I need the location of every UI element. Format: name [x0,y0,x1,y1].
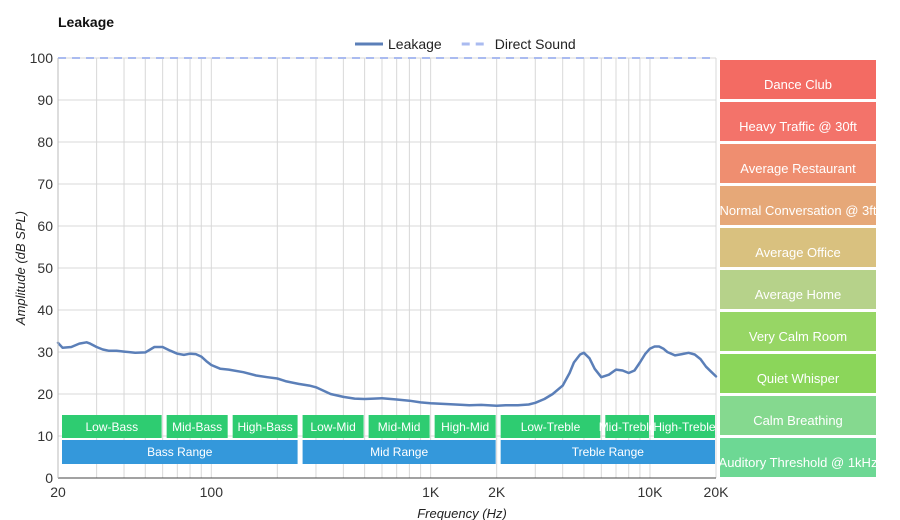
range-bass-range [62,440,298,464]
band-label: Low-Bass [85,420,138,434]
y-tick-label: 30 [37,344,53,360]
band-high-treble [653,415,715,438]
y-tick-label: 40 [37,302,53,318]
noise-level-box [720,186,876,225]
noise-level-box [720,102,876,141]
range-label: Mid Range [370,445,428,459]
y-tick-label: 0 [45,470,53,486]
band-mid-mid [368,415,430,438]
y-tick-label: 50 [37,260,53,276]
noise-level-box [720,396,876,435]
x-tick-label: 100 [200,484,224,500]
band-label: Mid-Mid [378,420,421,434]
noise-level-box [720,312,876,351]
noise-level-label: Calm Breathing [753,413,843,428]
noise-level-box [720,228,876,267]
noise-level-label: Quiet Whisper [757,371,840,386]
y-tick-label: 70 [37,176,53,192]
legend: Leakage Direct Sound [355,36,576,52]
band-low-treble [500,415,601,438]
noise-level-column: Dance Club Heavy Traffic @ 30ft Average Re… [719,60,878,477]
band-low-bass [62,415,162,438]
x-tick-label: 10K [638,484,664,500]
x-tick-label: 2K [488,484,506,500]
x-tick-label: 20 [50,484,66,500]
series-layer [56,57,718,408]
noise-level-label: Average Office [755,245,841,260]
band-label: Low-Treble [521,420,581,434]
band-label: Low-Mid [310,420,355,434]
y-tick-label: 90 [37,92,53,108]
noise-level-box [720,354,876,393]
range-label: Treble Range [572,445,645,459]
noise-level-label: Auditory Threshold @ 1kHz [719,455,878,470]
noise-level-label: Average Restaurant [740,161,856,176]
x-axis-label: Frequency (Hz) [417,506,507,520]
legend-label: Leakage [388,36,442,52]
band-label: High-Treble [653,420,716,434]
band-label: Mid-Treble [599,420,656,434]
noise-level-box [720,438,876,477]
noise-level-label: Dance Club [764,77,832,92]
noise-level-box [720,144,876,183]
y-tick-label: 20 [37,386,53,402]
band-label: Mid-Bass [172,420,222,434]
band-low-mid [302,415,364,438]
series-leakage [56,341,718,408]
noise-level-label: Normal Conversation @ 3ft [720,203,877,218]
y-tick-label: 80 [37,134,53,150]
frequency-bands: Low-Bass Mid-Bass High-Bass Low-Mid Mid-Mid H… [62,415,716,464]
x-tick-label: 20K [704,484,730,500]
band-mid-bass [166,415,228,438]
y-axis-label: Amplitude (dB SPL) [13,211,28,326]
band-mid-treble [605,415,649,438]
range-treble-range [500,440,715,464]
band-high-bass [232,415,298,438]
range-mid-range [302,440,496,464]
y-tick-label: 100 [30,50,54,66]
noise-level-label: Very Calm Room [749,329,847,344]
chart-title: Leakage [58,14,114,30]
axes: 0 10 20 30 40 50 60 70 80 90 100 20 100 1K 2K 10K 20K [30,50,729,500]
legend-label: Direct Sound [495,36,576,52]
range-label: Bass Range [147,445,213,459]
band-high-mid [434,415,496,438]
noise-level-box [720,60,876,99]
noise-level-label: Average Home [755,287,841,302]
noise-level-label: Heavy Traffic @ 30ft [739,119,857,134]
y-tick-label: 60 [37,218,53,234]
band-label: High-Bass [237,420,292,434]
y-tick-label: 10 [37,428,53,444]
noise-level-box [720,270,876,309]
band-label: High-Mid [441,420,489,434]
x-tick-label: 1K [422,484,440,500]
